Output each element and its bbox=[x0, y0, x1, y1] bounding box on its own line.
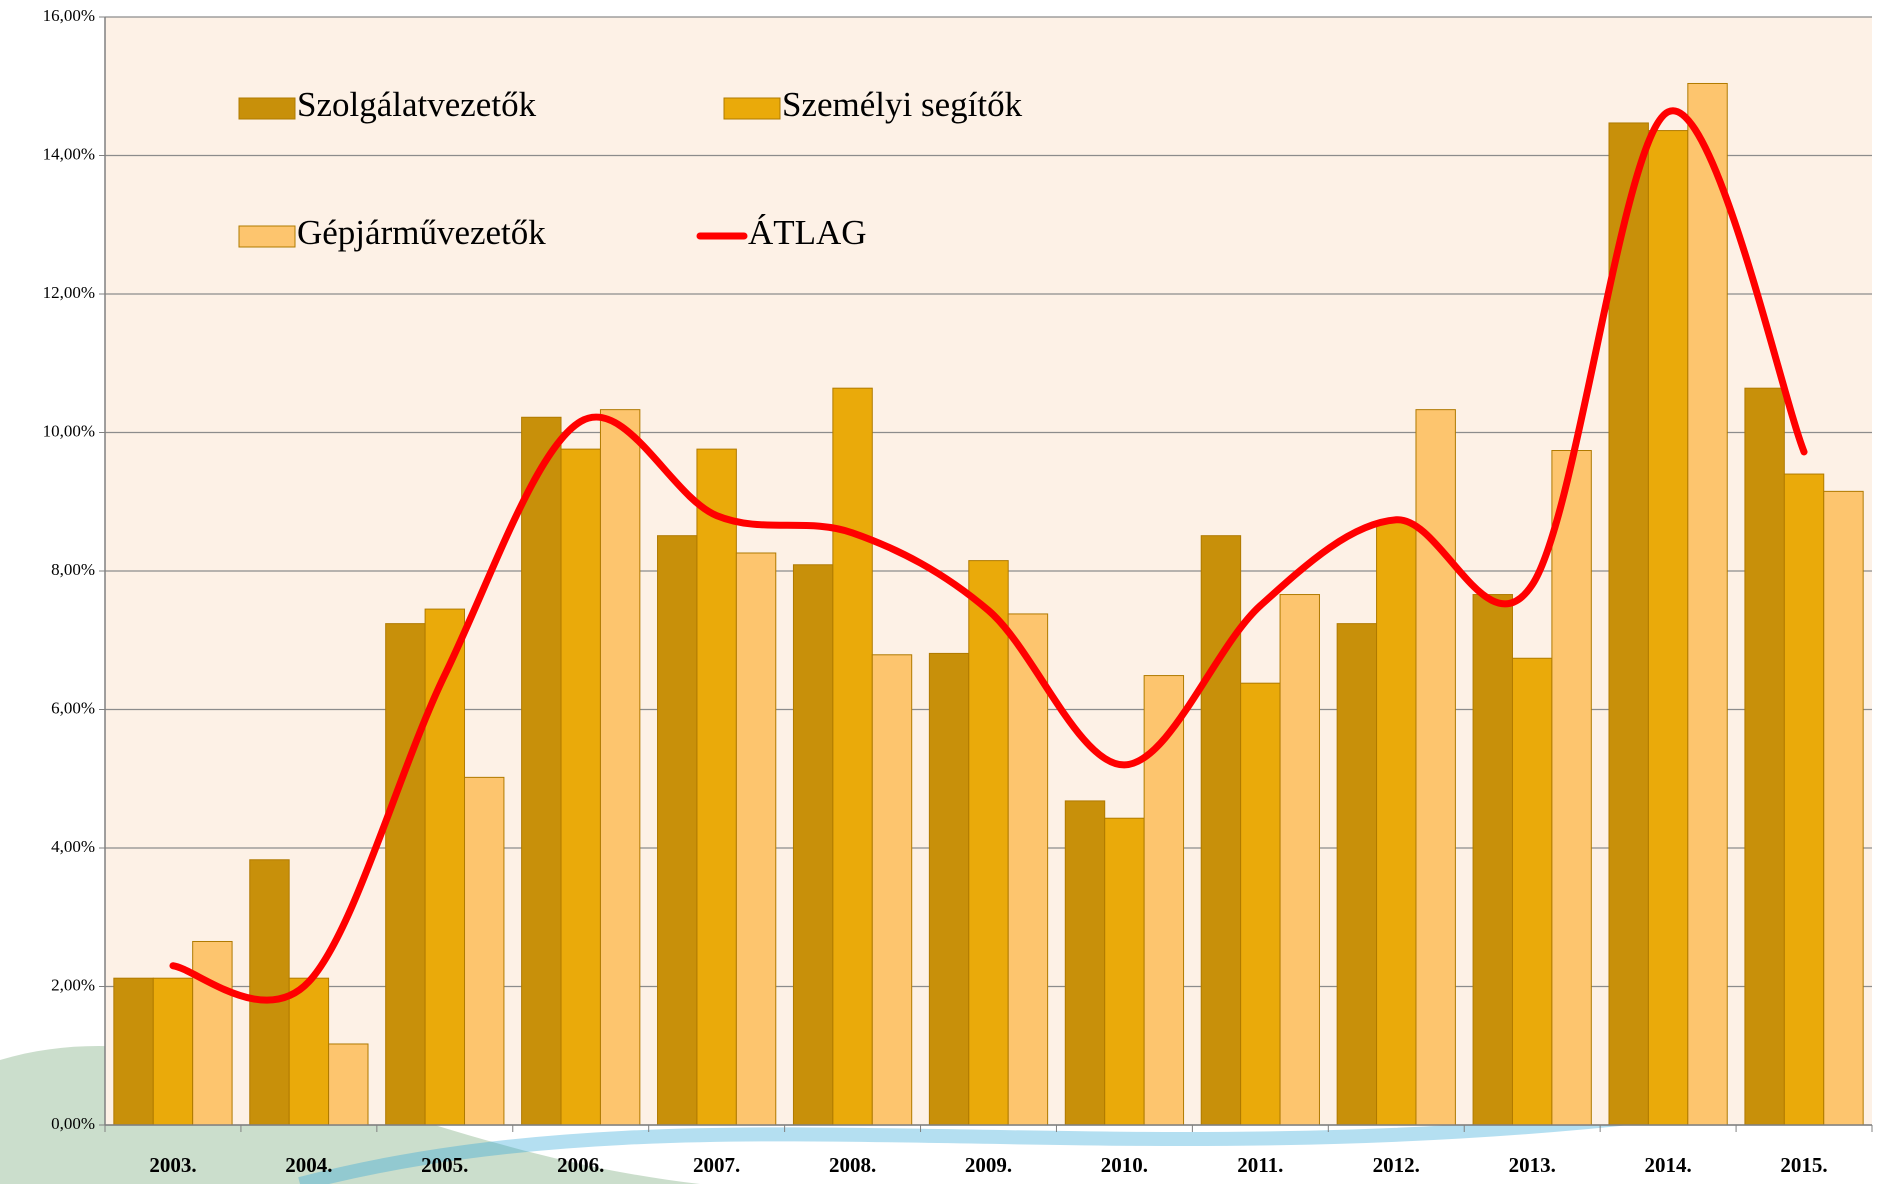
bar bbox=[1104, 817, 1145, 1126]
x-tick-label: 2010. bbox=[1101, 1153, 1148, 1177]
bar bbox=[152, 977, 194, 1126]
x-tick-label: 2006. bbox=[557, 1153, 604, 1177]
bar bbox=[192, 940, 233, 1126]
bar bbox=[928, 652, 970, 1126]
bar bbox=[328, 1043, 369, 1126]
bar bbox=[1007, 613, 1049, 1126]
bar bbox=[599, 409, 641, 1126]
bar bbox=[1647, 130, 1689, 1126]
y-tick-label: 16,00% bbox=[43, 6, 95, 25]
bar bbox=[113, 977, 154, 1126]
bar bbox=[424, 608, 466, 1126]
bar bbox=[1064, 800, 1106, 1126]
bar bbox=[1336, 623, 1378, 1126]
decoration bbox=[298, 1103, 1701, 1184]
y-tick-label: 12,00% bbox=[43, 283, 95, 302]
x-tick-label: 2003. bbox=[149, 1153, 196, 1177]
legend-swatch bbox=[723, 97, 781, 120]
y-tick-label: 2,00% bbox=[51, 975, 95, 994]
y-tick-label: 4,00% bbox=[51, 837, 95, 856]
x-tick-label: 2014. bbox=[1644, 1153, 1691, 1177]
bar bbox=[735, 552, 777, 1126]
bar bbox=[1240, 682, 1281, 1126]
bar bbox=[1472, 594, 1513, 1126]
bar bbox=[968, 560, 1009, 1126]
bar bbox=[1687, 82, 1728, 1126]
bar bbox=[1608, 122, 1649, 1126]
line bbox=[169, 107, 1808, 1004]
bar bbox=[464, 776, 505, 1126]
x-tick-label: 2007. bbox=[693, 1153, 740, 1177]
x-tick-label: 2009. bbox=[965, 1153, 1012, 1177]
y-tick-label: 8,00% bbox=[51, 560, 95, 579]
bar bbox=[249, 859, 290, 1126]
x-tick-label: 2013. bbox=[1509, 1153, 1556, 1177]
bar bbox=[832, 387, 873, 1126]
bar bbox=[1823, 490, 1864, 1126]
y-tick-label: 10,00% bbox=[43, 421, 95, 440]
bar bbox=[521, 416, 562, 1126]
legend-swatch bbox=[238, 97, 296, 120]
x-tick-label: 2004. bbox=[285, 1153, 332, 1177]
bar bbox=[1783, 473, 1825, 1126]
legend-label: Gépjárművezetők bbox=[297, 213, 546, 252]
bar bbox=[1200, 535, 1242, 1126]
bar bbox=[792, 564, 834, 1126]
legend-label: Személyi segítők bbox=[782, 85, 1023, 124]
bar bbox=[657, 535, 698, 1126]
y-tick-label: 6,00% bbox=[51, 698, 95, 717]
y-tick-label: 14,00% bbox=[43, 144, 95, 163]
bar bbox=[560, 448, 601, 1126]
bar bbox=[385, 623, 426, 1126]
legend-swatch bbox=[238, 225, 296, 248]
bar bbox=[696, 448, 737, 1126]
legend-label: ÁTLAG bbox=[748, 213, 867, 252]
bar bbox=[1551, 450, 1592, 1126]
x-tick-label: 2011. bbox=[1237, 1153, 1283, 1177]
x-tick-label: 2008. bbox=[829, 1153, 876, 1177]
y-tick-label: 0,00% bbox=[51, 1114, 95, 1133]
bar bbox=[1511, 657, 1553, 1126]
bar bbox=[871, 654, 913, 1126]
x-tick-label: 2005. bbox=[421, 1153, 468, 1177]
bar bbox=[1376, 522, 1417, 1126]
x-tick-label: 2015. bbox=[1780, 1153, 1827, 1177]
bar bbox=[288, 977, 330, 1126]
legend-label: Szolgálatvezetők bbox=[297, 85, 537, 124]
x-tick-label: 2012. bbox=[1373, 1153, 1420, 1177]
bar bbox=[1744, 387, 1785, 1126]
bar bbox=[1279, 594, 1320, 1126]
bar bbox=[1415, 409, 1456, 1126]
